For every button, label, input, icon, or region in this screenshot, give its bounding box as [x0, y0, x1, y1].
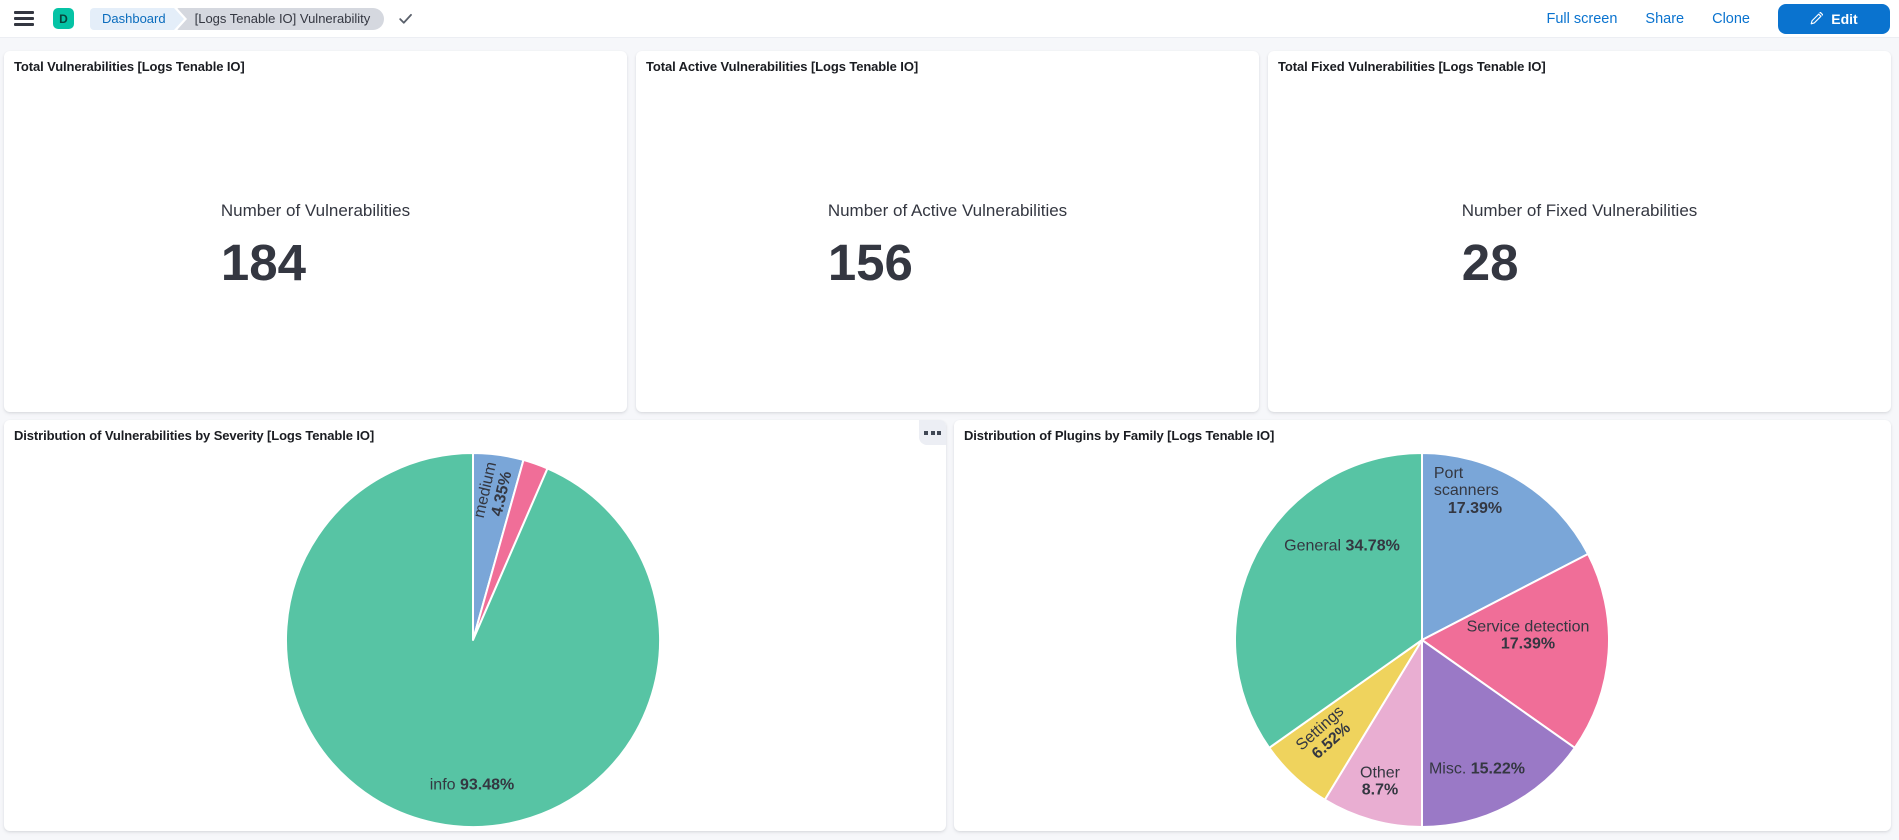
pie-slice-Service detection[interactable] [1421, 552, 1610, 749]
pie-slice-info[interactable] [285, 452, 661, 828]
panel-options-button[interactable] [919, 420, 946, 445]
clone-link[interactable]: Clone [1712, 10, 1750, 27]
pie-slice-Other[interactable] [1323, 639, 1423, 828]
panel-title: Distribution of Plugins by Family [Logs … [964, 428, 1275, 443]
panel-vulnerabilities-by-severity: Distribution of Vulnerabilities by Sever… [4, 420, 946, 831]
panel-title: Total Fixed Vulnerabilities [Logs Tenabl… [1278, 59, 1546, 74]
full-screen-link[interactable]: Full screen [1546, 10, 1618, 27]
panel-total-active-vulnerabilities: Total Active Vulnerabilities [Logs Tenab… [636, 51, 1259, 412]
breadcrumb-current-page: [Logs Tenable IO] Vulnerability [176, 7, 385, 30]
severity-pie-chart: medium 4.35% info 93.48% [4, 420, 946, 831]
hamburger-menu-button[interactable] [14, 7, 38, 31]
check-icon [397, 10, 414, 27]
metric-label: Number of Active Vulnerabilities [827, 201, 1068, 220]
boxes-horizontal-icon [930, 430, 935, 435]
metric-value: 156 [827, 234, 913, 291]
panel-total-vulnerabilities: Total Vulnerabilities [Logs Tenable IO] … [4, 51, 627, 412]
metric-value: 184 [220, 234, 306, 291]
panel-total-fixed-vulnerabilities: Total Fixed Vulnerabilities [Logs Tenabl… [1268, 51, 1891, 412]
edit-button-label: Edit [1831, 10, 1858, 27]
metric-label: Number of Fixed Vulnerabilities [1461, 201, 1698, 220]
boxes-horizontal-icon [924, 430, 928, 435]
hamburger-icon [14, 23, 34, 26]
panel-title: Total Vulnerabilities [Logs Tenable IO] [14, 59, 245, 74]
edit-button[interactable]: Edit [1778, 3, 1890, 34]
metric-value: 28 [1461, 234, 1519, 291]
pie-slice-Port scanners[interactable] [1421, 452, 1590, 641]
breadcrumb-dashboard[interactable]: Dashboard [90, 7, 174, 30]
panel-title: Total Active Vulnerabilities [Logs Tenab… [646, 59, 919, 74]
panel-title: Distribution of Vulnerabilities by Sever… [14, 428, 375, 443]
boxes-horizontal-icon [937, 430, 941, 435]
panel-plugins-by-family: Distribution of Plugins by Family [Logs … [954, 420, 1891, 831]
share-link[interactable]: Share [1645, 10, 1685, 27]
metric-label: Number of Vulnerabilities [220, 201, 411, 220]
hamburger-icon [14, 17, 34, 20]
pencil-icon [1810, 12, 1824, 25]
top-navigation-bar: D Dashboard [Logs Tenable IO] Vulnerabil… [0, 0, 1899, 38]
pie-slice-Misc.[interactable] [1421, 639, 1576, 828]
breadcrumb: Dashboard [Logs Tenable IO] Vulnerabilit… [90, 7, 385, 30]
space-avatar[interactable]: D [53, 8, 74, 29]
pie-slice-General[interactable] [1234, 452, 1423, 749]
plugins-pie-chart: Port scanners 17.39% Service detection 17.39… [954, 420, 1891, 831]
hamburger-icon [14, 11, 34, 14]
dashboard-grid: Total Vulnerabilities [Logs Tenable IO] … [0, 38, 1899, 840]
